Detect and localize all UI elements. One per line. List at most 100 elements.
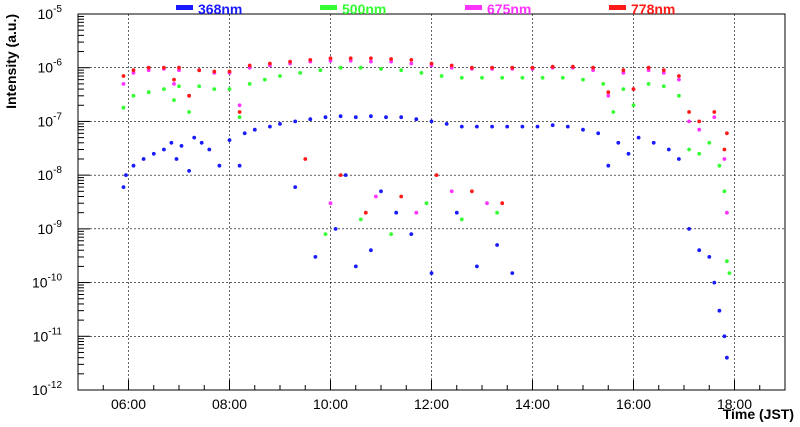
- data-point-368nm: [666, 147, 671, 152]
- legend-label-778nm: 778nm: [631, 1, 675, 17]
- data-point-368nm: [444, 122, 449, 126]
- y-tick-base: 10: [32, 382, 48, 398]
- data-point-500nm: [197, 84, 202, 89]
- data-point-368nm: [495, 243, 499, 247]
- data-point-368nm: [252, 127, 257, 132]
- data-point-368nm: [429, 119, 434, 124]
- x-tick-label: 06:00: [111, 396, 146, 412]
- data-point-500nm: [439, 74, 444, 78]
- legend: 368nm 500nm 675nm 778nm: [176, 1, 675, 17]
- data-point-778nm: [722, 147, 727, 152]
- y-tick-exponent: -9: [53, 219, 62, 230]
- data-point-368nm: [333, 227, 338, 231]
- data-point-778nm: [177, 65, 181, 70]
- data-point-778nm: [389, 57, 393, 61]
- data-point-368nm: [308, 117, 313, 122]
- data-point-500nm: [560, 75, 565, 80]
- data-point-368nm: [475, 124, 479, 129]
- data-point-368nm: [353, 115, 358, 120]
- data-point-368nm: [169, 140, 174, 145]
- data-point-368nm: [581, 127, 585, 132]
- data-point-500nm: [162, 87, 166, 91]
- data-point-368nm: [379, 189, 383, 194]
- data-point-778nm: [646, 65, 651, 70]
- data-point-368nm: [651, 140, 656, 145]
- data-point-500nm: [338, 65, 343, 70]
- data-point-778nm: [449, 63, 454, 68]
- data-point-368nm: [242, 131, 247, 136]
- data-point-368nm: [697, 248, 702, 253]
- data-point-778nm: [399, 194, 404, 199]
- data-point-368nm: [217, 163, 222, 168]
- data-point-778nm: [470, 65, 474, 70]
- data-point-500nm: [621, 87, 626, 91]
- legend-label-500nm: 500nm: [342, 1, 386, 17]
- data-point-778nm: [725, 131, 729, 136]
- y-tick-label: 10-10: [32, 273, 62, 291]
- y-tick-base: 10: [38, 60, 54, 76]
- data-point-500nm: [697, 151, 702, 156]
- legend-label-368nm: 368nm: [198, 1, 242, 17]
- data-point-500nm: [399, 68, 404, 73]
- data-point-778nm: [162, 65, 166, 70]
- data-point-500nm: [247, 82, 252, 86]
- y-tick-base: 10: [32, 275, 48, 291]
- data-point-368nm: [565, 124, 570, 129]
- x-tick-labels: 06:00 08:00 10:00 12:00 14:00 16:00 18:00: [111, 396, 752, 412]
- data-point-500nm: [727, 271, 732, 275]
- data-point-500nm: [707, 140, 712, 145]
- data-point-368nm: [687, 227, 691, 231]
- data-point-368nm: [199, 140, 204, 145]
- data-point-778nm: [212, 69, 217, 74]
- data-point-368nm: [369, 248, 373, 253]
- data-point-778nm: [677, 74, 681, 78]
- data-point-368nm: [677, 157, 681, 161]
- data-point-368nm: [121, 185, 126, 190]
- data-point-500nm: [661, 84, 666, 89]
- data-point-500nm: [187, 110, 192, 114]
- data-point-368nm: [505, 124, 510, 129]
- data-point-778nm: [434, 173, 439, 178]
- data-point-500nm: [677, 93, 681, 98]
- data-point-500nm: [722, 189, 727, 194]
- y-axis-title: Intensity (a.u.): [3, 14, 19, 109]
- data-point-500nm: [358, 65, 363, 70]
- data-point-778nm: [429, 61, 434, 66]
- data-point-778nm: [288, 59, 292, 64]
- data-point-500nm: [520, 75, 525, 80]
- data-point-500nm: [318, 68, 323, 73]
- y-tick-label: 10-9: [38, 219, 63, 237]
- data-point-778nm: [621, 68, 626, 73]
- data-point-368nm: [293, 185, 298, 190]
- y-tick-label: 10-7: [38, 111, 63, 129]
- data-point-368nm: [174, 157, 179, 161]
- data-point-778nm: [409, 58, 414, 62]
- data-point-778nm: [591, 65, 595, 70]
- y-tick-exponent: -5: [53, 4, 62, 15]
- data-point-675nm: [697, 127, 702, 132]
- data-point-368nm: [636, 135, 641, 140]
- data-point-368nm: [409, 232, 414, 237]
- data-point-778nm: [550, 64, 555, 69]
- data-point-368nm: [550, 123, 555, 128]
- data-point-778nm: [500, 201, 505, 206]
- data-point-500nm: [237, 115, 242, 120]
- y-tick-exponent: -10: [48, 273, 63, 284]
- data-point-368nm: [712, 280, 717, 285]
- data-point-368nm: [429, 271, 434, 275]
- data-point-500nm: [121, 105, 126, 110]
- data-point-368nm: [475, 264, 479, 269]
- data-point-675nm: [621, 71, 626, 75]
- data-point-500nm: [459, 217, 464, 222]
- data-point-368nm: [510, 271, 515, 275]
- gridlines: [78, 14, 785, 390]
- y-tick-exponent: -8: [53, 165, 62, 176]
- data-point-368nm: [179, 144, 184, 148]
- data-point-778nm: [470, 189, 474, 194]
- data-point-675nm: [677, 77, 681, 82]
- data-point-778nm: [661, 68, 666, 73]
- y-tick-base: 10: [38, 221, 54, 237]
- data-point-368nm: [162, 147, 166, 152]
- data-point-500nm: [581, 77, 585, 82]
